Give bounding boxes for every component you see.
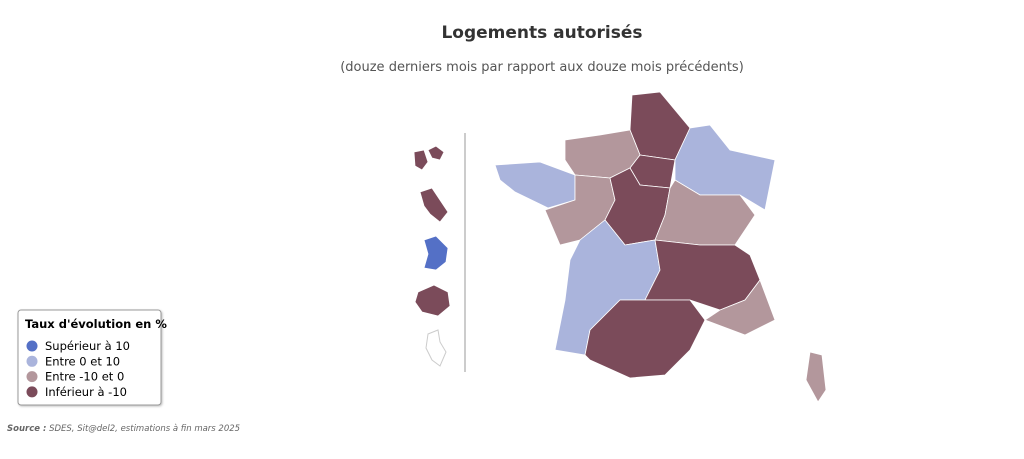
guyane (423, 235, 449, 271)
legend-box (17, 309, 162, 406)
region (584, 299, 706, 379)
source-label: Source : (7, 424, 46, 434)
legend-swatch (26, 355, 38, 367)
legend: Taux d'évolution en % Supérieur à 10Entr… (17, 309, 167, 406)
overseas (413, 133, 466, 372)
region (674, 124, 776, 211)
metropole (494, 91, 827, 403)
source: Source : SDES, Sit@del2, estimations à f… (7, 424, 240, 434)
region (654, 179, 756, 246)
legend-label: Supérieur à 10 (45, 339, 130, 353)
legend-swatch (26, 371, 38, 383)
guadeloupe (413, 145, 445, 171)
mayotte (425, 329, 447, 367)
source-text: SDES, Sit@del2, estimations à fin mars 2… (49, 424, 240, 434)
martinique (419, 187, 449, 223)
region (494, 161, 576, 209)
legend-label: Inférieur à -10 (45, 385, 127, 399)
region (805, 351, 827, 403)
subtitle: (douze derniers mois par rapport aux dou… (340, 60, 744, 75)
legend-swatch (26, 340, 38, 352)
title: Logements autorisés (441, 23, 642, 43)
region (644, 239, 761, 311)
legend-title: Taux d'évolution en % (25, 317, 167, 331)
region (704, 279, 776, 336)
reunion (414, 284, 451, 317)
legend-label: Entre 0 et 10 (45, 354, 120, 368)
legend-swatch (26, 386, 38, 398)
legend-label: Entre -10 et 0 (45, 370, 124, 384)
